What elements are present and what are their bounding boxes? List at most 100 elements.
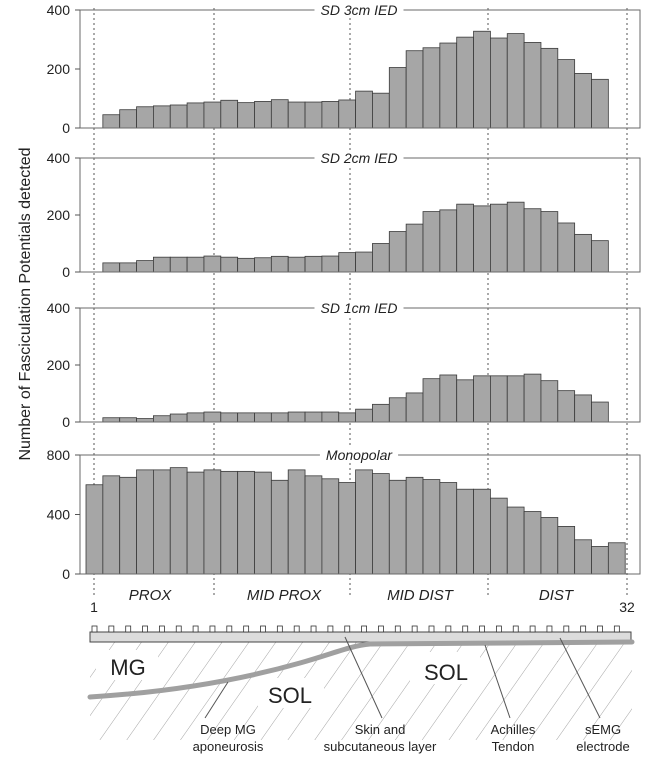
bar (489, 37, 508, 129)
bar (405, 392, 424, 423)
bar (456, 203, 474, 273)
bar (287, 469, 306, 575)
bar (186, 471, 205, 575)
bar (439, 482, 458, 575)
bar (169, 104, 188, 129)
bar (388, 479, 407, 575)
electrode-contact (529, 625, 536, 633)
region-label: MID PROX (247, 587, 322, 604)
electrode-contact (445, 625, 452, 633)
bar (473, 205, 491, 273)
bar (439, 42, 458, 129)
bar (102, 262, 121, 273)
bar (220, 470, 239, 575)
bar (321, 255, 340, 273)
bar (355, 251, 373, 273)
hatched-tissue (90, 642, 632, 740)
panel-title-backdrop (314, 301, 404, 316)
chart-panel: 0 400 800 Monopolar (47, 447, 641, 582)
bar (506, 201, 525, 273)
panel-title: Monopolar (326, 447, 393, 463)
bar (186, 412, 205, 423)
electrode-contact (192, 625, 199, 633)
annotation-deep-mg: aponeurosis (193, 739, 264, 754)
bar (473, 488, 491, 575)
chart-panel: 0 200 400 SD 1cm IED (47, 300, 641, 430)
chart-panel: 0 200 400 SD 2cm IED (47, 150, 641, 280)
panel-title-backdrop (314, 151, 404, 166)
electrode-contact (142, 625, 148, 633)
bar (540, 211, 559, 273)
label-backdrop (96, 650, 158, 680)
bar (591, 240, 609, 273)
bar (203, 411, 222, 423)
bar (489, 375, 508, 423)
bar (152, 105, 171, 129)
bar (169, 467, 188, 575)
annotation-skin: subcutaneous layer (324, 739, 437, 754)
bar (355, 90, 373, 129)
electrode-contact (613, 625, 620, 633)
region-label: MID DIST (387, 587, 455, 604)
aponeurosis-band (87, 639, 635, 700)
y-tick-label: 200 (47, 357, 71, 373)
bar (270, 255, 289, 273)
bar (591, 78, 609, 129)
bar (119, 109, 137, 129)
bar (270, 479, 289, 575)
bar (388, 231, 407, 273)
bar (574, 233, 592, 273)
bar (186, 256, 205, 273)
bar (338, 412, 357, 423)
bar (152, 415, 171, 423)
electrode-contact (293, 625, 300, 633)
bar (321, 411, 340, 423)
bar (422, 211, 441, 273)
bar (355, 408, 373, 423)
anatomy-diagram: MG SOL SOL Deep MG aponeurosis Skin and subcut… (87, 625, 635, 754)
bar (540, 47, 559, 129)
bar (169, 256, 188, 273)
electrode-contact (175, 625, 182, 633)
bar (557, 222, 576, 273)
bar (203, 469, 222, 575)
electrode-contact (512, 625, 519, 633)
bar (574, 394, 592, 423)
bar (523, 208, 542, 273)
bar (473, 375, 491, 423)
bar (355, 469, 373, 575)
bar (523, 511, 542, 575)
electrode-contact (580, 625, 587, 633)
panel-title: SD 3cm IED (320, 2, 397, 18)
bar (439, 209, 458, 273)
bar (473, 30, 491, 129)
bar (102, 417, 121, 423)
pointer-line (204, 681, 229, 719)
bar (489, 203, 508, 273)
annotation-achilles: Achilles (491, 722, 536, 737)
bar (405, 476, 424, 575)
bar (136, 418, 154, 423)
electrode-array (89, 631, 632, 643)
bar (304, 101, 323, 129)
bar (388, 67, 407, 129)
pointer-line (344, 636, 383, 719)
bar (220, 256, 239, 273)
bar (557, 526, 576, 575)
electrode-contact (495, 625, 502, 633)
bar (270, 99, 289, 129)
bar (186, 102, 205, 129)
electrode-contact (108, 625, 115, 633)
electrode-contact (546, 625, 553, 633)
bar (237, 412, 255, 423)
bar (372, 92, 390, 129)
y-tick-label: 400 (47, 2, 71, 18)
region-label: DIST (539, 587, 575, 604)
y-tick-label: 200 (47, 61, 71, 77)
bar (102, 475, 121, 575)
electrode-contact (310, 625, 317, 633)
electrode-contact (479, 625, 485, 633)
annotation-achilles: Tendon (492, 739, 535, 754)
bar (85, 484, 104, 575)
